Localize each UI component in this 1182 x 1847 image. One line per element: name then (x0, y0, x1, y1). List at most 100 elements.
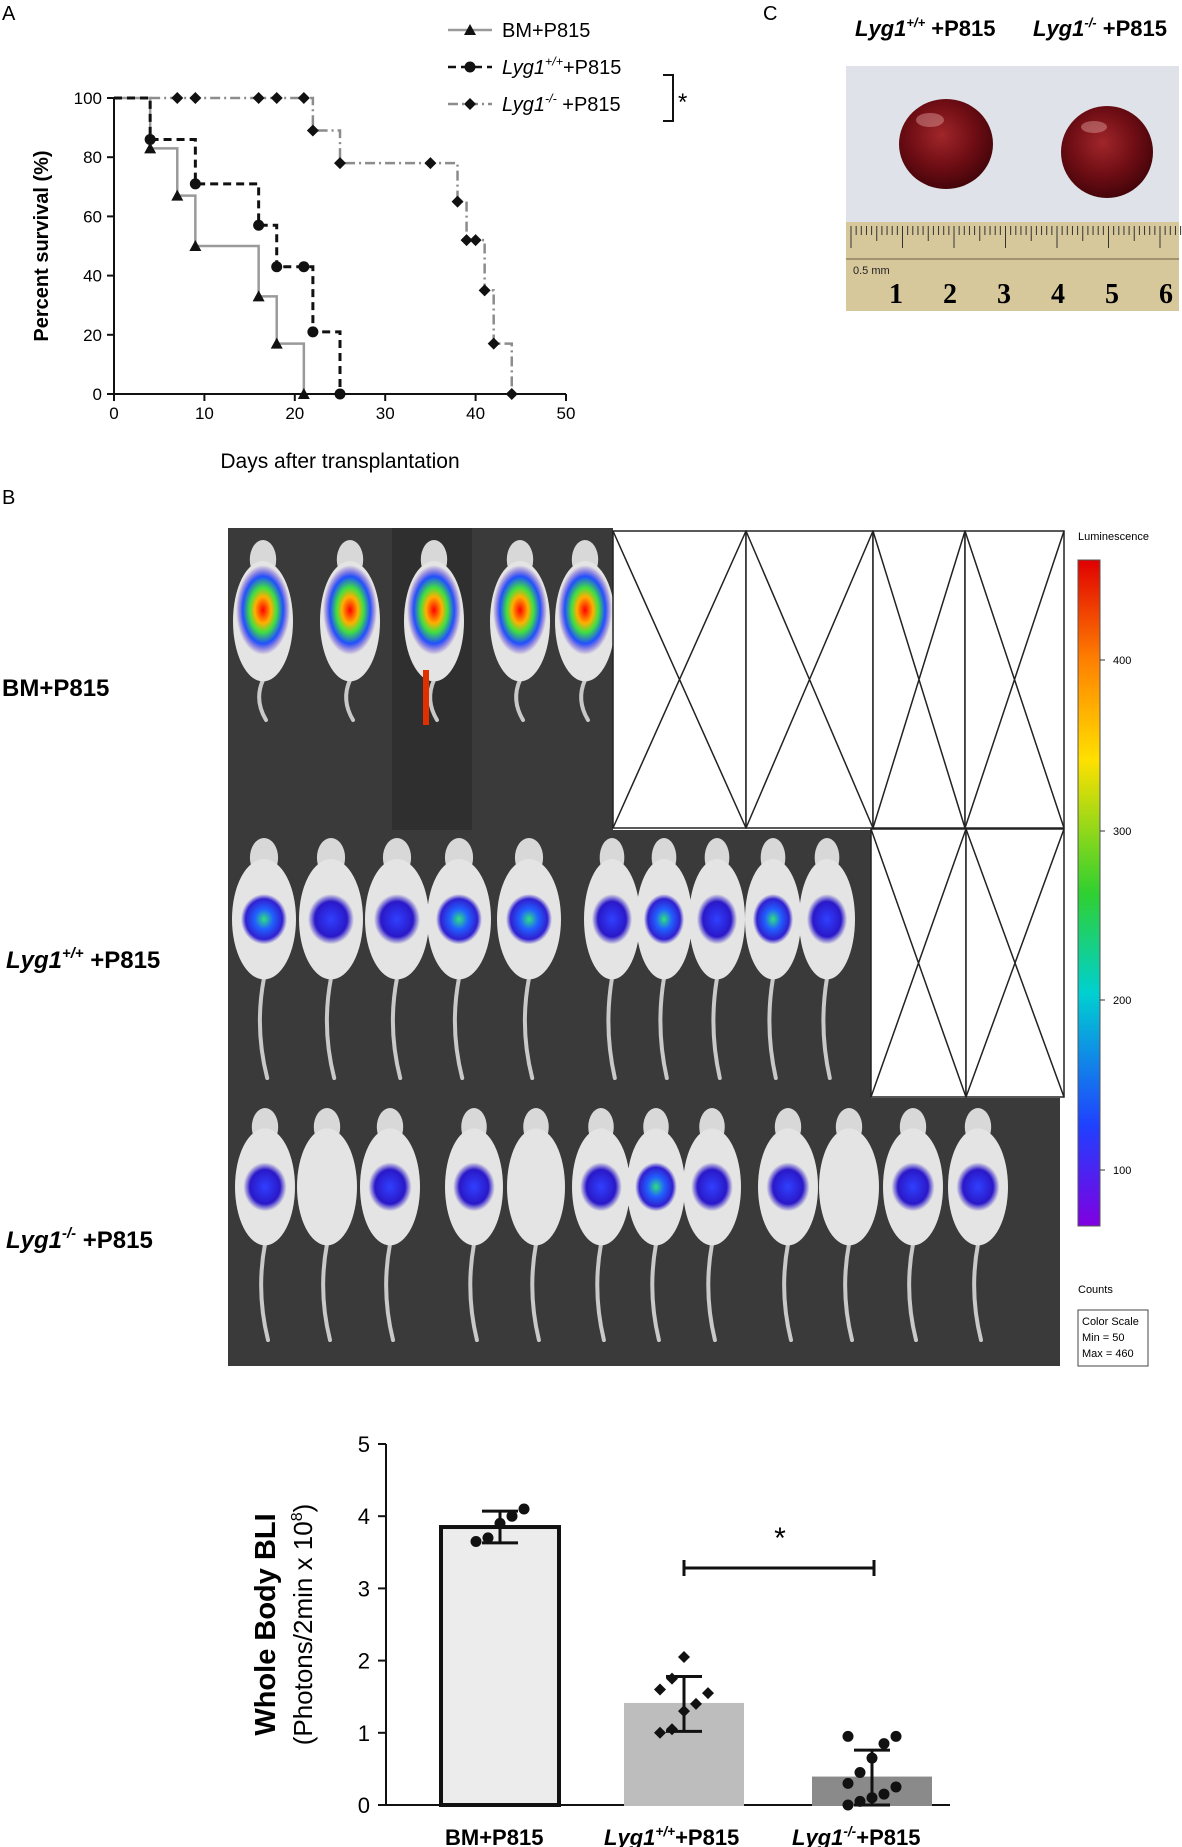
bioluminescence-signal (956, 1162, 1000, 1212)
survival-point (253, 219, 265, 231)
mouse-tail (384, 1242, 395, 1342)
mouse (232, 838, 296, 1080)
survival-point (171, 92, 184, 104)
mouse-tail (452, 976, 465, 1080)
colorbar-units: Counts (1078, 1284, 1113, 1296)
legend-label-part: +P815 (563, 57, 621, 79)
mouse (683, 1108, 741, 1342)
y-tick-label: 4 (358, 1504, 370, 1529)
survival-point (252, 92, 265, 104)
mouse (320, 540, 380, 722)
empty-slot-cross (965, 828, 1065, 1098)
mouse-tail (658, 976, 669, 1080)
mouse (572, 1108, 630, 1342)
empty-slot-cross (745, 530, 874, 829)
data-point (866, 1752, 878, 1764)
x-axis-label: Days after transplantation (220, 450, 459, 473)
mouse-tail (324, 976, 337, 1080)
y-tick-label: 40 (83, 267, 102, 286)
mouse-tail (257, 678, 268, 722)
bioluminescence-signal (307, 894, 355, 945)
ruler-number: 5 (1105, 279, 1119, 310)
category-label-part: +P815 (675, 1825, 739, 1847)
colorbar-tick-label: 400 (1113, 655, 1131, 667)
panel-label-c: C (763, 3, 777, 25)
organ-label-wt: Lyg1+/+ +P815 (855, 15, 996, 41)
mouse-tail (530, 1242, 541, 1342)
bioluminescence-signal (240, 894, 288, 945)
x-tick-label: 30 (376, 404, 395, 423)
category-label-part: Lyg1 (604, 1825, 655, 1847)
legend-label: Lyg1+/++P815 (502, 55, 621, 79)
category-label-part: BM+P815 (445, 1825, 543, 1847)
survival-point (451, 195, 464, 208)
survival-point (487, 337, 500, 350)
mouse-tail (782, 1242, 793, 1342)
y-axis-label: Whole Body BLI (250, 1513, 282, 1735)
mouse-tail (843, 1242, 854, 1342)
bioluminescence-signal (505, 894, 553, 945)
bioluminescence-signal (236, 565, 290, 655)
mouse-image-grid (228, 528, 1065, 1366)
empty-slot-cross (872, 530, 966, 829)
mouse-tail (514, 678, 525, 722)
mouse-body (507, 1128, 565, 1246)
mouse (689, 838, 745, 1080)
mouse (636, 838, 692, 1080)
colorbar-ticks: 400 300 200 100 (1100, 655, 1131, 1177)
survival-point (334, 388, 346, 400)
mouse (948, 1108, 1008, 1342)
survival-point (144, 142, 157, 154)
mouse-tail (428, 678, 439, 722)
mouse (490, 540, 550, 722)
mouse-tail (344, 678, 355, 722)
mouse-tail (579, 678, 590, 722)
ruler-numbers: 1 2 3 4 5 6 (889, 279, 1173, 310)
mouse (365, 838, 429, 1080)
data-point (666, 1672, 678, 1685)
bioluminescence-signal (635, 1162, 677, 1212)
survival-point (270, 337, 283, 349)
empty-slot-cross (612, 530, 747, 829)
survival-point (297, 388, 310, 399)
row-label-part: BM+P815 (2, 675, 109, 702)
mouse-tail (522, 976, 535, 1080)
colorbar-title: Luminescence (1078, 531, 1149, 543)
color-scale-max: Max = 460 (1082, 1348, 1134, 1360)
bioluminescence-signal (368, 1162, 412, 1212)
organ-ko (1061, 106, 1153, 198)
data-point (506, 1510, 518, 1522)
row-label: BM+P815 (2, 675, 109, 702)
mouse (555, 540, 615, 722)
bioluminescence-signal (323, 565, 377, 655)
legend-marker (464, 61, 476, 73)
data-point (690, 1697, 702, 1710)
mouse-tail (650, 1242, 661, 1342)
legend-label: BM+P815 (502, 20, 590, 42)
data-point (842, 1730, 854, 1742)
mouse-tail (706, 1242, 717, 1342)
bioluminescence-signal (243, 1162, 287, 1212)
y-tick-label: 60 (83, 207, 102, 226)
mouse-tail (390, 976, 403, 1080)
row-label-part: -/- (62, 1226, 76, 1242)
organ-wt (899, 99, 993, 189)
y-tick-label: 5 (358, 1432, 370, 1457)
y-tick-label: 20 (83, 326, 102, 345)
color-scale-title: Color Scale (1082, 1316, 1139, 1328)
significance-star: * (678, 89, 687, 116)
color-scale-min: Min = 50 (1082, 1332, 1125, 1344)
mouse (297, 1108, 357, 1342)
organ-label-ko: Lyg1-/- +P815 (1033, 15, 1167, 41)
bar (439, 1525, 561, 1808)
mouse-tail (606, 976, 617, 1080)
ruler-ticks (846, 226, 1182, 260)
mouse (507, 1108, 565, 1342)
survival-point (189, 92, 202, 104)
survival-point (424, 157, 437, 170)
survival-point (478, 284, 491, 297)
data-point (842, 1777, 854, 1789)
mouse (883, 1108, 943, 1342)
